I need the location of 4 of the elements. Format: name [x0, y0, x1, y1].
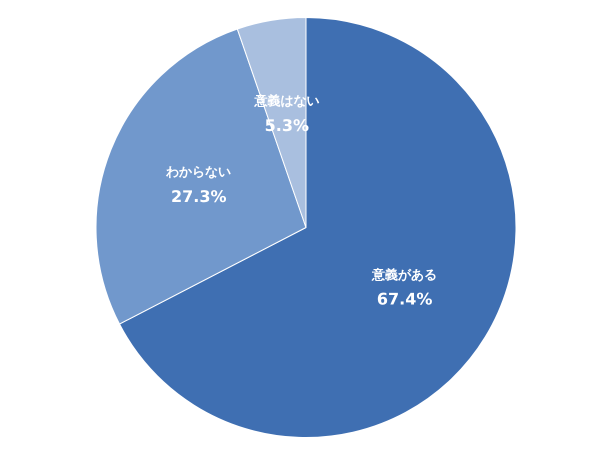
slice-label: 意義がある: [371, 266, 438, 283]
data-label: 67.4%: [376, 290, 432, 309]
data-label: 27.3%: [170, 186, 227, 206]
slice-label: わからない: [165, 165, 232, 180]
